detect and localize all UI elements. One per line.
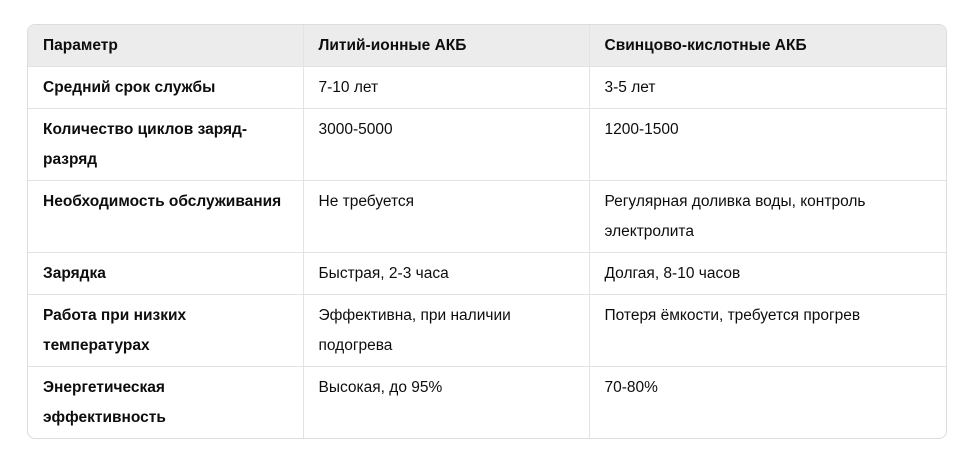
header-lithium-ion: Литий-ионные АКБ <box>303 25 590 67</box>
lithium-cell: Высокая, до 95% <box>303 366 590 438</box>
table-row: Количество циклов заряд-разряд 3000-5000… <box>28 108 946 181</box>
lead-acid-cell: 3-5 лет <box>589 66 946 109</box>
param-cell: Средний срок службы <box>28 66 304 109</box>
table-row: Зарядка Быстрая, 2-3 часа Долгая, 8-10 ч… <box>28 252 946 295</box>
lithium-cell: 7-10 лет <box>303 66 590 109</box>
table-row: Необходимость обслуживания Не требуется … <box>28 180 946 253</box>
param-cell: Энергетическая эффективность <box>28 366 304 438</box>
param-cell: Количество циклов заряд-разряд <box>28 108 304 181</box>
lithium-cell: Быстрая, 2-3 часа <box>303 252 590 295</box>
lead-acid-cell: 70-80% <box>604 379 658 396</box>
lithium-cell: 3000-5000 <box>303 108 590 181</box>
table-row: Средний срок службы 7-10 лет 3-5 лет <box>28 66 946 109</box>
table-header-row: Параметр Литий-ионные АКБ Свинцово-кисло… <box>28 25 946 67</box>
header-parameter: Параметр <box>28 25 304 67</box>
header-lead-acid: Свинцово-кислотные АКБ <box>589 25 946 67</box>
lead-acid-cell: Долгая, 8-10 часов <box>589 252 946 295</box>
lithium-cell: Не требуется <box>303 180 590 253</box>
lead-acid-cell: 1200-1500 <box>589 108 946 181</box>
table-row: Работа при низких температурах Эффективн… <box>28 294 946 367</box>
param-cell: Зарядка <box>28 252 304 295</box>
lead-acid-cell: Потеря ёмкости, требуется прогрев <box>589 294 946 367</box>
table-row: Энергетическая эффективность Высокая, до… <box>28 366 946 438</box>
comparison-table: Параметр Литий-ионные АКБ Свинцово-кисло… <box>28 25 946 438</box>
param-cell: Работа при низких температурах <box>28 294 304 367</box>
comparison-table-container: Параметр Литий-ионные АКБ Свинцово-кисло… <box>27 24 947 439</box>
param-cell: Необходимость обслуживания <box>28 180 304 253</box>
lead-acid-cell: Регулярная доливка воды, контроль электр… <box>589 180 946 253</box>
lithium-cell: Эффективна, при наличии подогрева <box>303 294 590 367</box>
